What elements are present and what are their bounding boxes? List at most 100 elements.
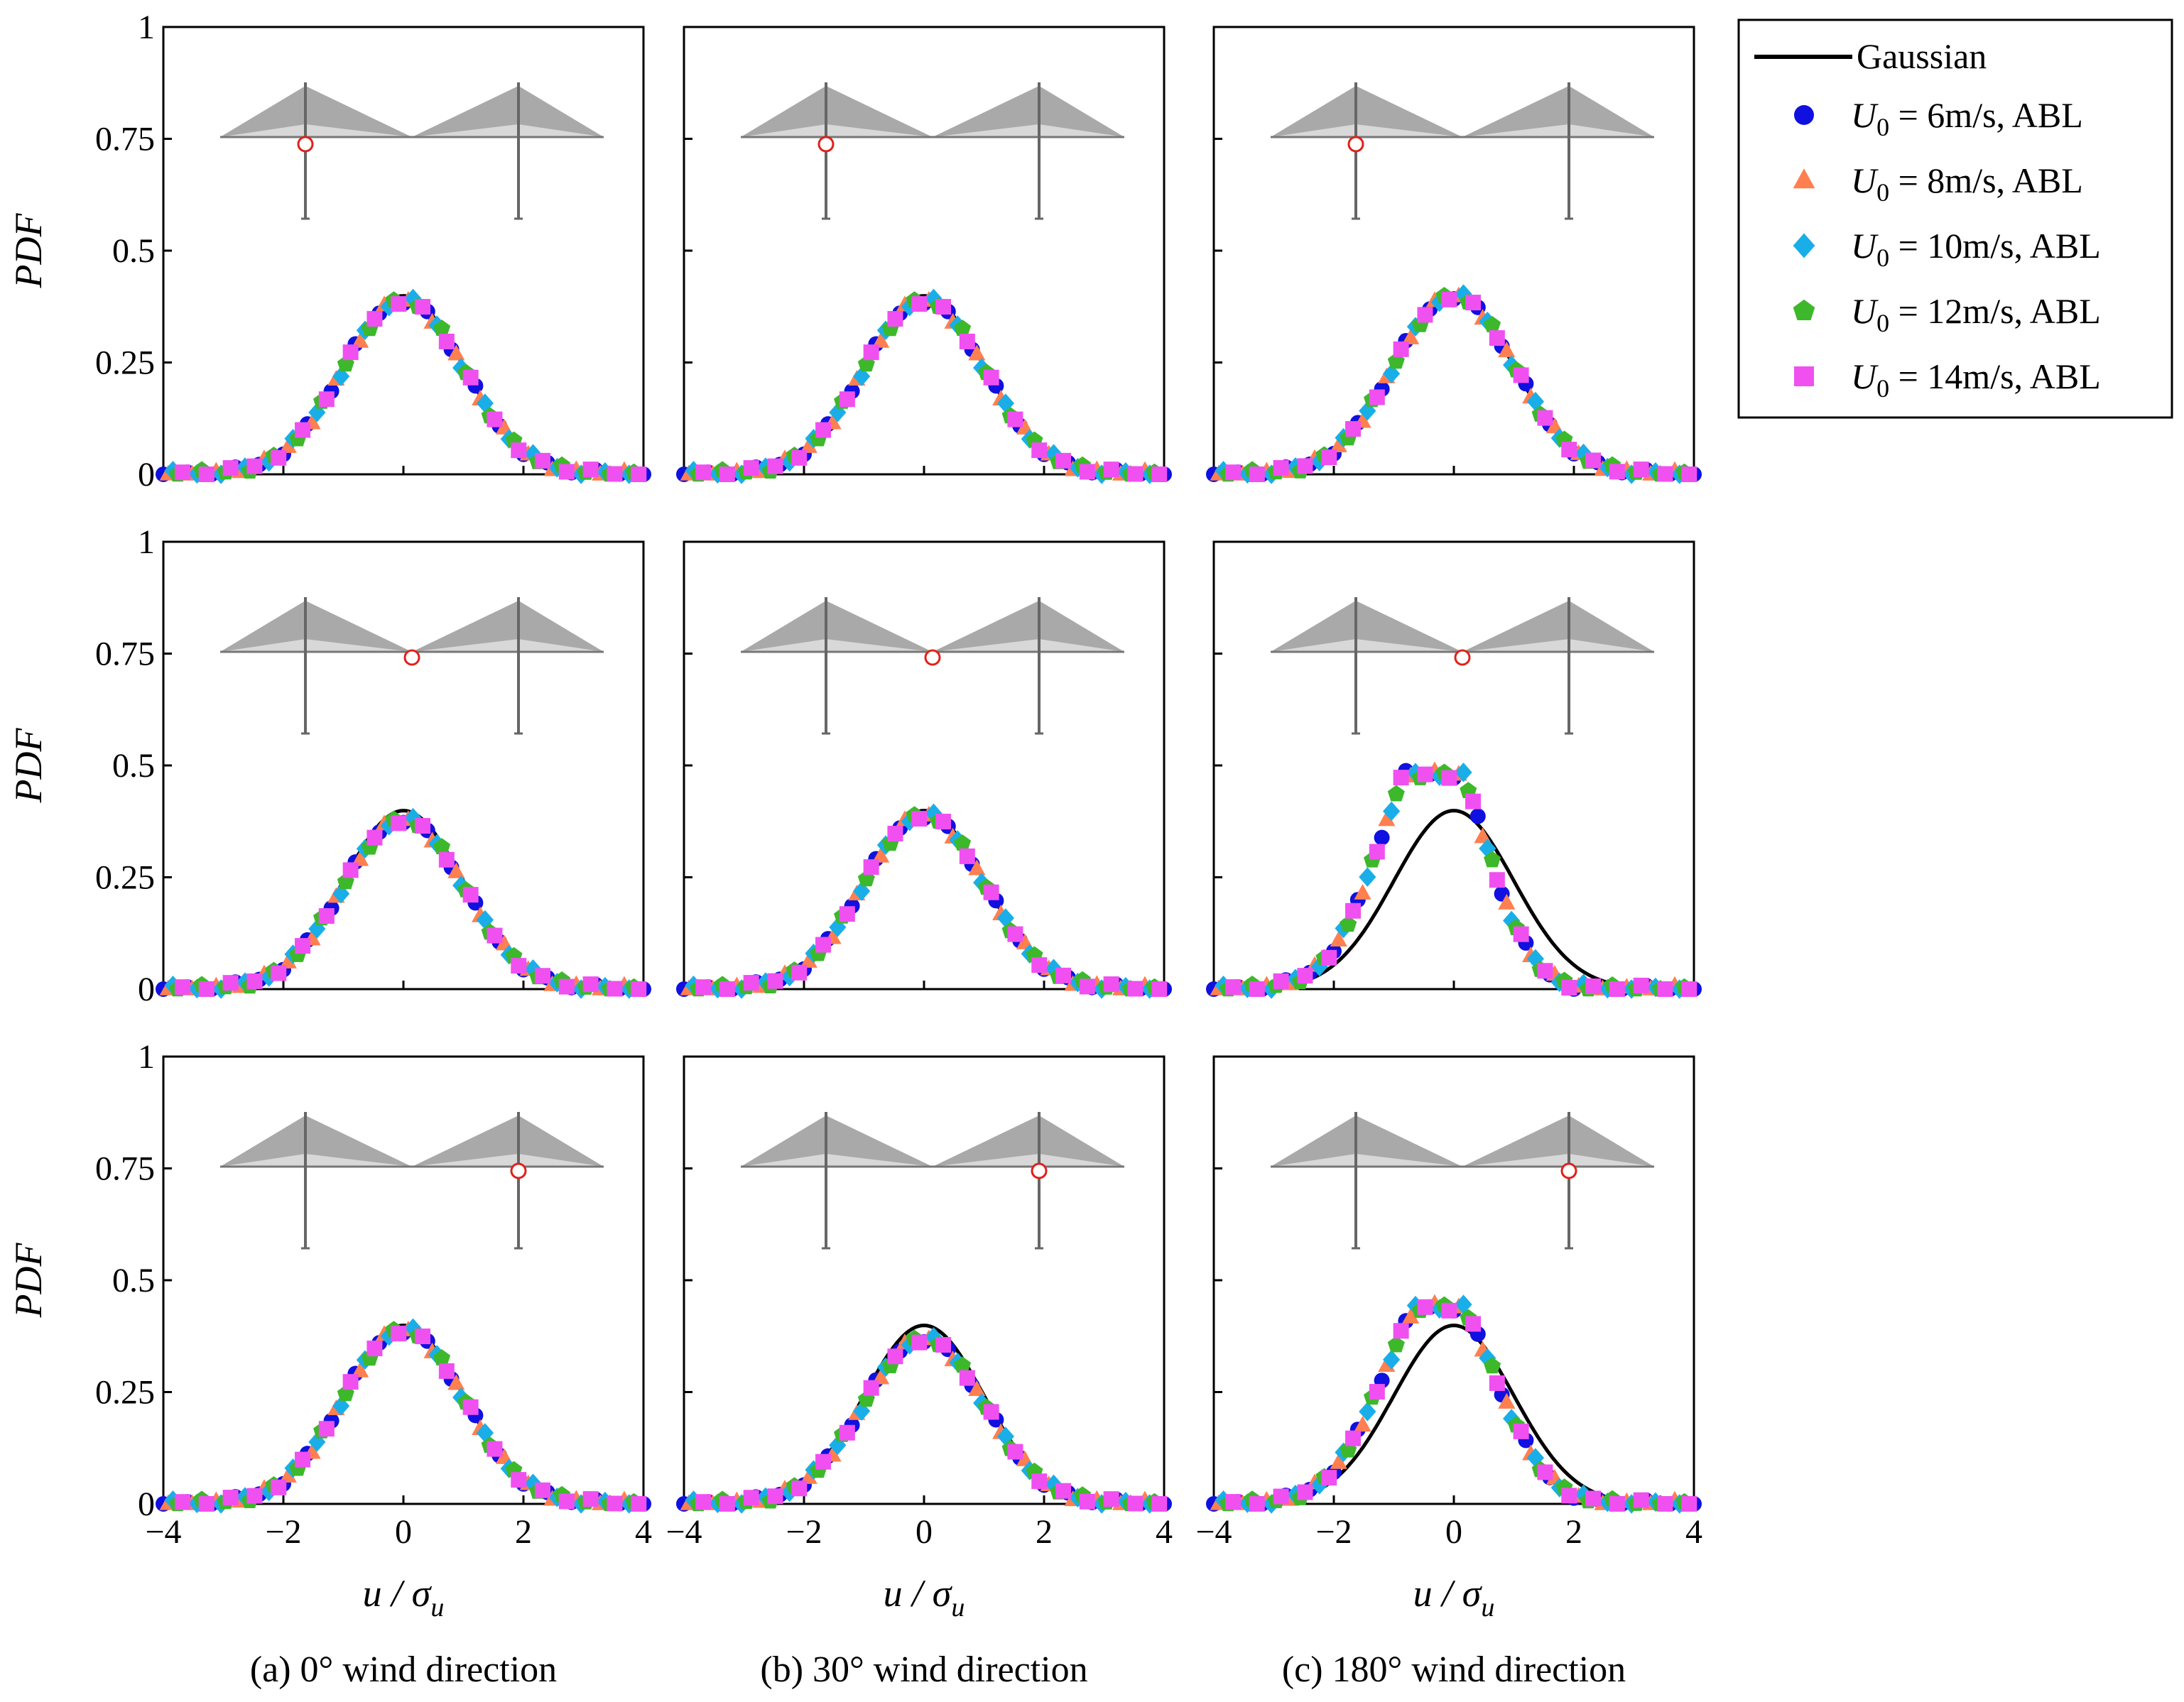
data-point	[1151, 981, 1168, 997]
data-point	[1537, 963, 1553, 979]
x-axis-title: u / σu	[1413, 1572, 1495, 1622]
data-point	[1345, 1430, 1362, 1446]
data-point	[1681, 467, 1697, 482]
data-point	[1031, 1473, 1048, 1490]
data-point	[462, 369, 479, 386]
data-point	[800, 1468, 817, 1484]
panel-2-3	[1206, 540, 1702, 999]
data-point	[462, 887, 479, 903]
data-point	[959, 1370, 975, 1386]
data-point	[631, 1496, 647, 1512]
data-point	[1585, 978, 1602, 995]
data-point	[954, 834, 972, 851]
legend-marker-diamond	[1793, 233, 1815, 258]
data-point	[1489, 872, 1505, 888]
data-point	[487, 1441, 503, 1457]
data-point	[839, 1424, 855, 1441]
data-point	[352, 332, 369, 348]
bridge-right-shade	[412, 639, 604, 652]
data-point	[535, 452, 551, 469]
data-point	[800, 951, 817, 968]
data-point	[1489, 1375, 1505, 1391]
data-point	[222, 975, 239, 991]
data-point	[438, 333, 455, 349]
y-tick-label: 0.75	[95, 1150, 155, 1188]
legend-symbol: U	[1851, 291, 1879, 331]
data-point	[839, 391, 855, 408]
data-point	[1369, 389, 1385, 405]
data-point	[815, 937, 832, 953]
data-point	[695, 979, 712, 995]
data-point	[1249, 467, 1265, 482]
bridge-right-shade	[412, 1154, 604, 1167]
data-point	[815, 1453, 832, 1470]
data-point	[438, 851, 455, 868]
data-point	[558, 1493, 575, 1510]
data-point	[1055, 452, 1072, 469]
bridge-right-fan	[1462, 86, 1654, 137]
series-square	[695, 811, 1168, 997]
data-point	[438, 1363, 455, 1379]
data-point	[719, 1496, 735, 1512]
panel-caption: (b) 30° wind direction	[760, 1649, 1087, 1690]
data-point	[582, 976, 599, 993]
data-point	[1369, 1384, 1385, 1400]
bridge-left-shade	[741, 1154, 933, 1167]
bridge-left-shade	[220, 124, 412, 137]
data-point	[1513, 926, 1529, 942]
data-point	[1417, 1299, 1433, 1315]
data-point	[1055, 967, 1072, 983]
data-point	[1561, 442, 1577, 458]
bridge-left-shade	[220, 1154, 412, 1167]
legend-label: U0 = 14m/s, ABL	[1851, 356, 2101, 403]
y-tick-label: 0.75	[95, 121, 155, 158]
panel-2-2	[676, 540, 1172, 999]
data-point	[1383, 364, 1401, 384]
probe-location-marker	[403, 649, 420, 666]
data-point	[433, 320, 451, 336]
data-point	[246, 458, 263, 474]
data-point	[198, 1496, 214, 1512]
bridge-left-fan	[741, 1115, 933, 1167]
data-point	[433, 838, 451, 855]
data-point	[1561, 980, 1577, 996]
data-point	[925, 288, 942, 309]
x-tick-label: 2	[515, 1513, 532, 1551]
data-point	[607, 981, 623, 997]
data-point	[1465, 793, 1482, 809]
data-point	[1007, 411, 1023, 427]
y-tick-label: 0.5	[112, 232, 155, 270]
data-point	[366, 311, 383, 327]
data-point	[872, 846, 890, 863]
data-point	[198, 467, 214, 482]
data-point	[1310, 956, 1328, 977]
series-square	[695, 1334, 1168, 1512]
bridge-left-fan	[741, 86, 933, 137]
x-tick-label: 0	[395, 1513, 412, 1551]
plot-frame	[162, 26, 645, 476]
bridge-right-shade	[933, 1154, 1124, 1167]
series-square	[175, 1326, 647, 1512]
legend-entry-text: = 12m/s, ABL	[1889, 291, 2101, 331]
data-point	[1465, 1316, 1482, 1332]
panel-caption: (c) 180° wind direction	[1282, 1649, 1626, 1690]
data-point	[959, 848, 975, 864]
data-point	[1297, 1484, 1313, 1500]
data-point	[983, 1404, 999, 1420]
data-point	[983, 369, 999, 386]
legend-label: U0 = 6m/s, ABL	[1851, 95, 2083, 141]
panel-3-3: −4 −2 0 2 4	[1195, 1055, 1702, 1551]
data-point	[1273, 973, 1289, 989]
data-point	[1079, 1493, 1095, 1510]
data-point	[1045, 444, 1063, 464]
series-square	[175, 815, 647, 997]
bridge-left-shade	[741, 639, 933, 652]
data-point	[415, 1329, 431, 1345]
data-point	[925, 1327, 942, 1347]
data-point	[791, 1480, 808, 1497]
data-point	[1045, 959, 1063, 978]
data-point	[1103, 1491, 1119, 1507]
x-axis-title: u / σu	[363, 1572, 445, 1622]
